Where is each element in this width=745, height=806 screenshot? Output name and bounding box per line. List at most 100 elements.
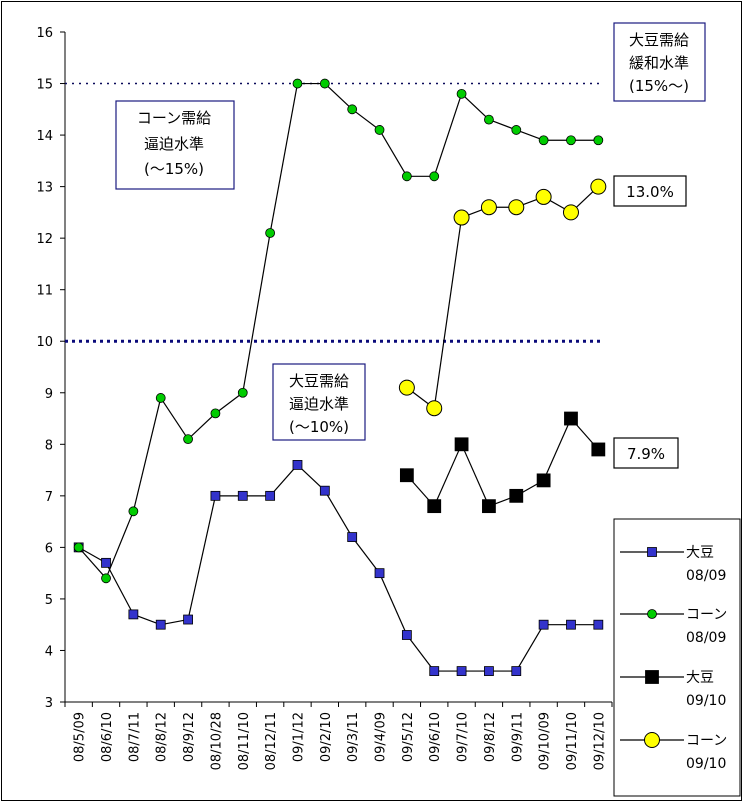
data-point — [538, 619, 549, 630]
annotation-soy-ease-line1: 大豆需給 — [629, 31, 689, 49]
x-tick-label: 08/8/12 — [155, 712, 170, 762]
x-tick-label: 08/11/10 — [237, 712, 252, 770]
data-point — [426, 400, 443, 417]
y-tick-label: 9 — [45, 387, 53, 402]
y-tick-label: 12 — [36, 232, 53, 247]
series-line-segment — [269, 464, 298, 497]
series-layer — [73, 78, 607, 676]
x-tick-label: 09/10/09 — [538, 712, 553, 770]
annotation-corn-tight-line2: 逼迫水準 — [144, 135, 204, 153]
y-tick-label: 7 — [45, 490, 53, 505]
data-point — [454, 437, 469, 452]
data-point — [265, 490, 276, 501]
annotation-soy-ease: 大豆需給 緩和水準 (15%～) — [613, 22, 706, 102]
series-line-segment — [105, 562, 134, 615]
data-point — [429, 666, 440, 676]
data-point — [347, 104, 358, 115]
data-point — [562, 204, 579, 221]
series-line-segment — [187, 495, 217, 620]
series-line-segment — [461, 93, 490, 121]
series-line-segment — [269, 83, 299, 234]
data-point — [511, 666, 522, 676]
axes: 3 4 5 6 7 8 9 10 11 12 13 14 15 16 08/5/09 08/6/10 08/7/… — [36, 26, 613, 770]
series-line-segment — [406, 634, 435, 672]
series-line-segment — [215, 392, 244, 414]
data-point — [511, 125, 522, 135]
callout-soy-last-text: 7.9% — [627, 445, 665, 463]
data-point — [128, 609, 139, 620]
y-tick-label: 8 — [45, 438, 53, 453]
annotation-corn-tight-line3: (～15%) — [144, 160, 204, 178]
data-point — [399, 468, 414, 483]
legend-sublabel: 08/09 — [686, 568, 726, 584]
data-point — [480, 199, 497, 216]
x-tick-label: 09/1/12 — [291, 712, 306, 762]
data-point — [128, 506, 139, 517]
data-point — [535, 188, 552, 205]
y-tick-label: 4 — [45, 644, 53, 659]
data-point — [237, 490, 248, 501]
legend-label: コーン — [686, 607, 727, 623]
data-point — [508, 199, 525, 216]
data-point — [183, 614, 193, 625]
series-line-segment — [242, 232, 271, 393]
legend-label: 大豆 — [686, 545, 714, 561]
annotation-soy-ease-line3: (15%～) — [629, 77, 689, 95]
data-point — [101, 573, 111, 584]
data-point — [73, 542, 84, 553]
series-line-segment — [379, 129, 408, 177]
x-tick-label: 09/2/10 — [319, 712, 334, 762]
annotation-corn-tight: コーン需給 逼迫水準 (～15%) — [115, 100, 235, 190]
data-point — [319, 78, 330, 89]
series-0 — [73, 460, 604, 676]
data-point — [456, 666, 467, 676]
data-point — [210, 490, 221, 501]
series-line-segment — [105, 511, 134, 579]
data-point — [374, 125, 385, 135]
callout-soy-last: 7.9% — [613, 437, 679, 469]
data-point — [484, 114, 494, 125]
series-3 — [398, 178, 607, 417]
legend-marker — [647, 547, 657, 557]
y-tick-label: 3 — [45, 696, 53, 711]
legend-entry-1: コーン 08/09 — [620, 607, 727, 646]
series-line-segment — [160, 397, 189, 440]
data-point — [593, 135, 604, 146]
data-point — [536, 473, 551, 488]
series-line-segment — [543, 418, 572, 481]
series-line-segment — [433, 217, 463, 409]
annotation-soy-ease-line2: 緩和水準 — [629, 54, 689, 72]
y-tick-label: 10 — [36, 335, 53, 350]
series-line-segment — [324, 490, 353, 538]
series-2 — [399, 411, 606, 514]
series-line-segment — [351, 108, 380, 131]
data-point — [292, 460, 303, 470]
x-tick-label: 08/5/09 — [73, 712, 88, 762]
series-line-segment — [78, 546, 107, 579]
x-tick-label: 09/5/12 — [401, 712, 416, 762]
legend-sublabel: 08/09 — [686, 630, 726, 646]
y-tick-label: 13 — [36, 181, 53, 196]
x-tick-label: 09/11/10 — [565, 712, 580, 770]
annotation-corn-tight-line1: コーン需給 — [137, 109, 211, 127]
legend-entry-3: コーン 09/10 — [620, 732, 727, 772]
x-tick-label: 09/3/11 — [346, 712, 361, 762]
series-line-segment — [433, 444, 463, 507]
y-tick-label: 5 — [45, 593, 53, 608]
data-point — [590, 178, 607, 195]
data-point — [427, 499, 442, 514]
data-point — [566, 135, 576, 146]
annotation-soy-tight-line1: 大豆需給 — [289, 372, 349, 390]
data-point — [429, 171, 440, 182]
data-point — [398, 379, 415, 396]
data-point — [101, 557, 111, 568]
data-point — [319, 485, 330, 496]
data-point — [593, 619, 604, 630]
data-point — [453, 209, 470, 226]
data-point — [401, 171, 412, 182]
data-point — [237, 387, 248, 398]
series-line-segment — [378, 572, 408, 636]
series-line-segment — [324, 83, 353, 110]
